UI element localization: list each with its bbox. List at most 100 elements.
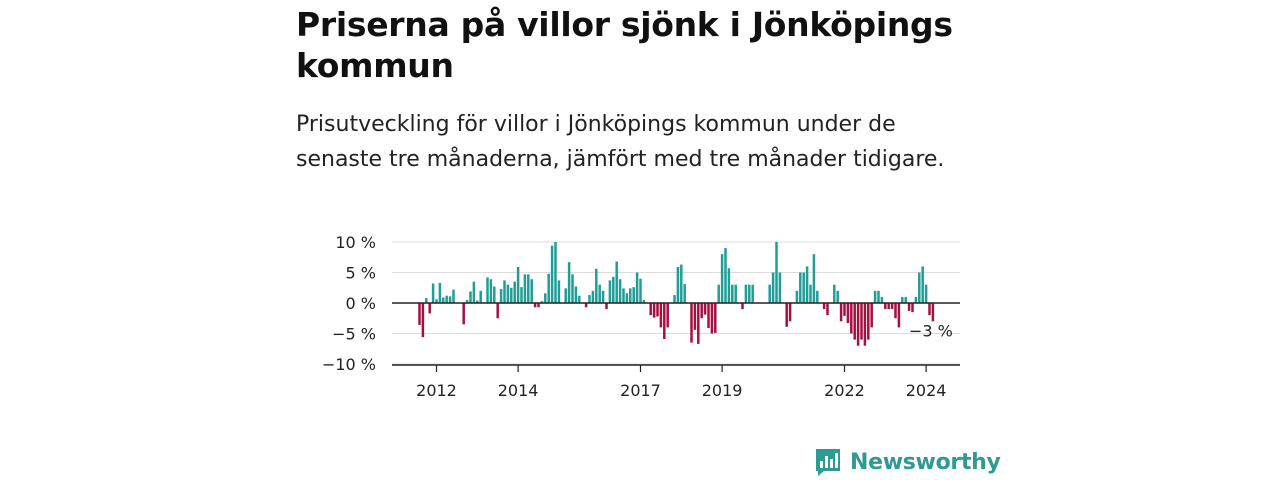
bar: [785, 303, 788, 327]
bar: [622, 288, 625, 303]
bar: [428, 303, 431, 314]
bar: [635, 272, 639, 303]
bar: [748, 284, 751, 303]
bar: [489, 279, 493, 303]
bar: [880, 296, 884, 303]
bar: [812, 254, 816, 303]
bar: [680, 264, 683, 303]
bar: [642, 299, 646, 303]
x-tick-label: 2024: [906, 381, 947, 400]
bar: [700, 303, 703, 319]
bar-chart: 10 % 5 % 0 % −5 % −10 % 2012 2014 2017 2019 2022 2…: [322, 233, 960, 400]
bar: [826, 303, 829, 316]
bar: [924, 284, 928, 303]
bar: [809, 284, 812, 303]
y-tick-label: −10 %: [322, 355, 376, 374]
bar: [493, 286, 496, 303]
bar: [717, 284, 720, 303]
bar: [788, 303, 792, 322]
bar: [690, 303, 693, 343]
bar: [591, 290, 595, 303]
bar: [734, 284, 737, 303]
chart-card: Priserna på villor sjönk i Jönköpings ko…: [296, 0, 986, 480]
bar: [564, 288, 567, 303]
bar: [836, 290, 839, 303]
bar: [673, 295, 676, 303]
bar: [884, 303, 887, 310]
bar: [510, 287, 513, 303]
bar: [890, 303, 894, 310]
bar: [557, 280, 561, 303]
bar: [816, 290, 819, 303]
bar: [775, 242, 778, 303]
bar: [523, 274, 527, 303]
bar: [914, 296, 918, 303]
bar: [843, 303, 846, 316]
bar: [448, 296, 452, 303]
bar: [918, 272, 921, 303]
bar: [697, 303, 700, 344]
bar: [442, 297, 445, 303]
bar: [768, 284, 771, 303]
bar: [550, 245, 554, 303]
bar: [506, 284, 510, 303]
bar: [520, 287, 523, 303]
x-tick-label: 2022: [824, 381, 865, 400]
bar: [833, 284, 836, 303]
bar: [629, 288, 632, 303]
bar: [567, 262, 571, 303]
bar: [503, 280, 506, 303]
bar: [445, 295, 448, 303]
bar: [853, 303, 856, 340]
bar: [584, 303, 588, 308]
bar: [860, 303, 863, 340]
bar: [683, 284, 686, 303]
bar: [537, 303, 540, 308]
bar: [666, 303, 669, 328]
bar: [438, 282, 442, 303]
bar: [547, 273, 550, 303]
bar: [632, 287, 635, 303]
y-tick-label: 5 %: [346, 264, 376, 283]
bar: [846, 303, 850, 324]
bar: [887, 303, 890, 310]
bar: [931, 303, 935, 322]
x-tick-label: 2012: [416, 381, 457, 400]
bar: [516, 267, 520, 303]
bar: [615, 261, 618, 303]
bar: [574, 286, 578, 303]
bar: [795, 290, 799, 303]
bar: [710, 303, 714, 334]
bar: [496, 303, 499, 319]
bar: [873, 290, 877, 303]
bar: [462, 303, 465, 325]
bar: [530, 279, 533, 303]
bar: [465, 299, 469, 303]
chart-title: Priserna på villor sjönk i Jönköpings ko…: [296, 5, 953, 85]
bar: [863, 303, 867, 346]
bar: [469, 291, 472, 303]
x-tick-label: 2014: [498, 381, 539, 400]
bar: [907, 303, 911, 311]
bar: [540, 301, 544, 303]
bar: [724, 248, 727, 303]
bar: [727, 268, 731, 303]
bar: [608, 280, 612, 303]
bar: [578, 295, 581, 303]
bar: [656, 303, 659, 317]
bar: [921, 266, 924, 303]
bar: [663, 303, 666, 339]
bar: [649, 303, 652, 316]
bar: [625, 293, 629, 303]
bar: [431, 283, 435, 303]
bar: [714, 303, 717, 333]
bar: [805, 266, 809, 303]
bar: [425, 298, 428, 303]
bar: [707, 303, 710, 329]
chart-subtitle: Prisutveckling för villor i Jönköpings k…: [296, 112, 945, 172]
bar: [751, 284, 754, 303]
bar: [452, 289, 455, 303]
bar: [571, 274, 574, 303]
bar: [605, 303, 608, 310]
end-value-label: −3 %: [909, 321, 953, 340]
